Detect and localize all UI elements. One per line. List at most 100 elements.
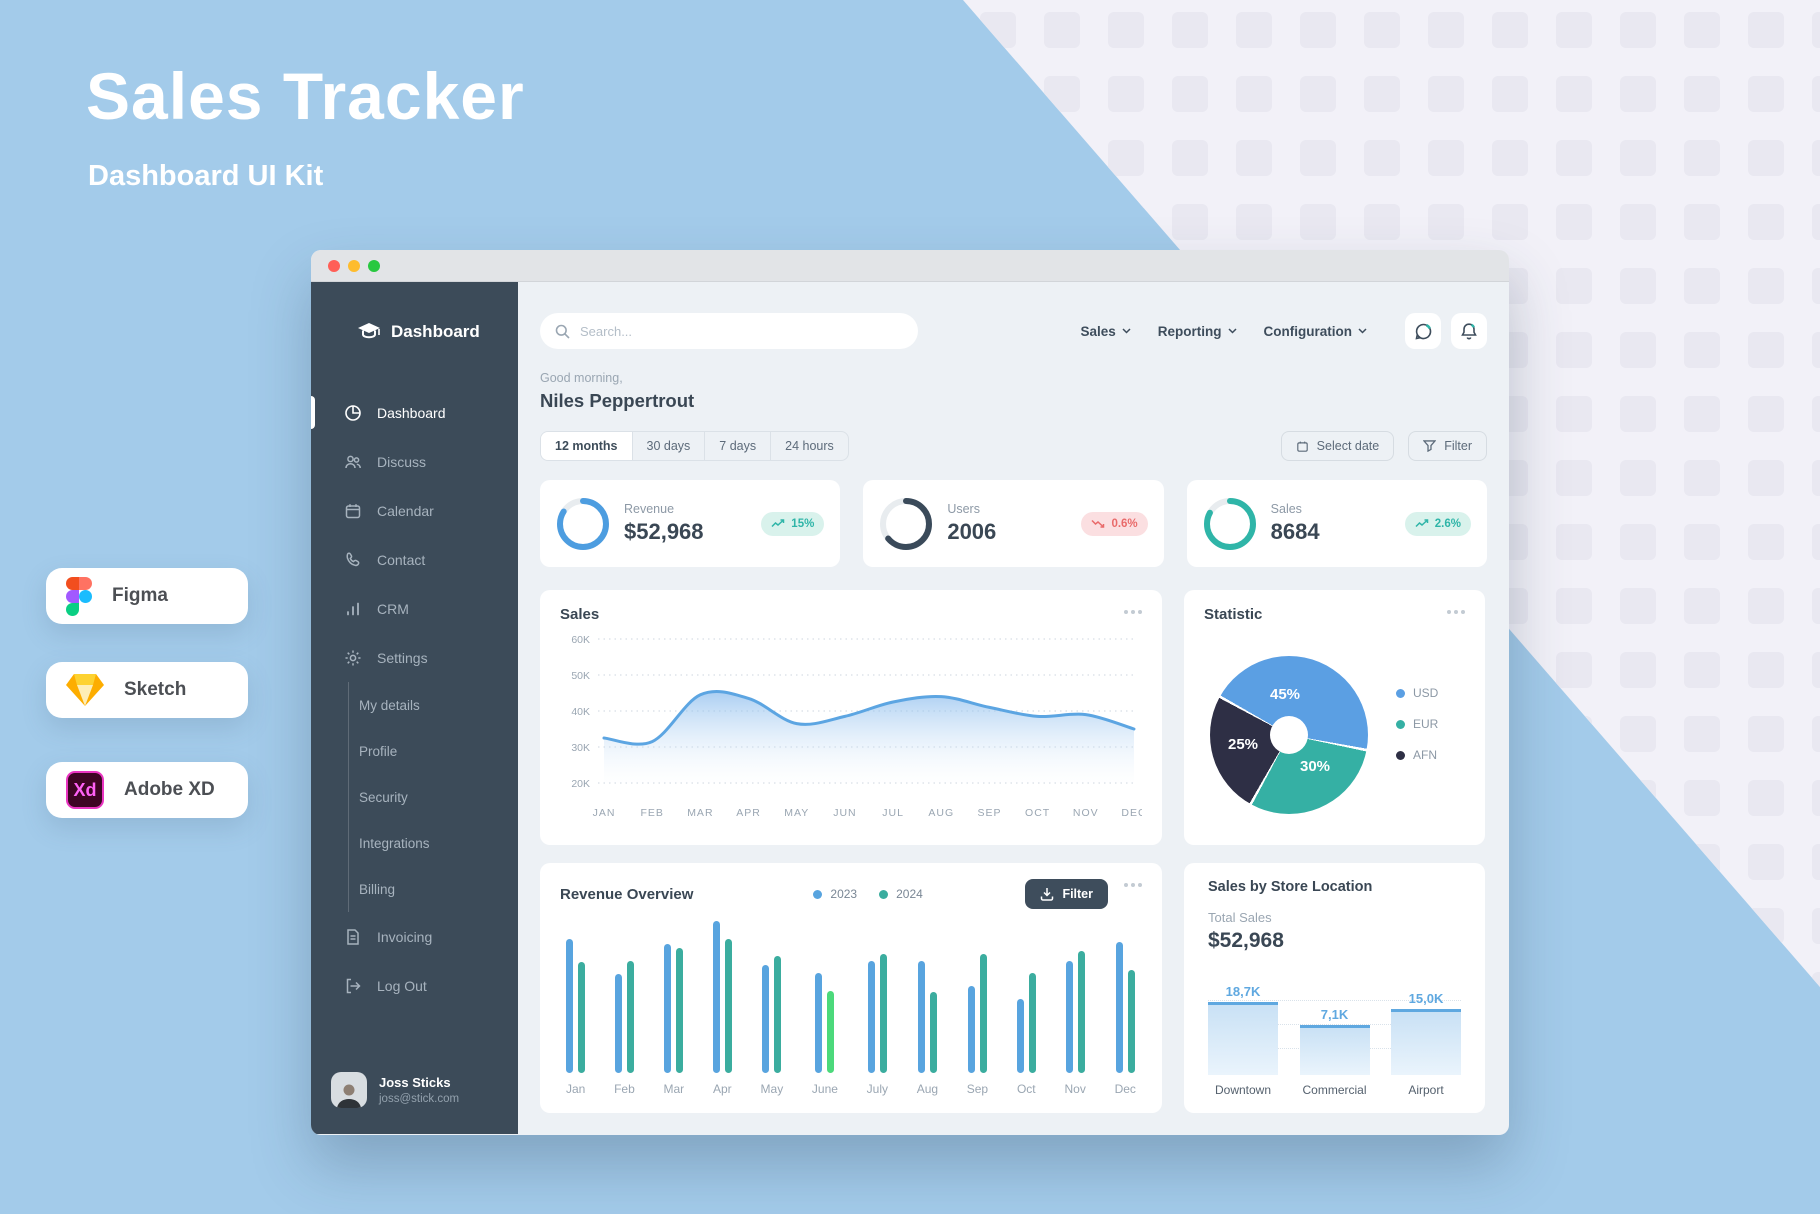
revenue-bar[interactable]: [815, 972, 823, 1073]
store-bar[interactable]: [1208, 1001, 1278, 1075]
chevron-down-icon: [1358, 328, 1367, 334]
kpi-label: Revenue: [624, 502, 675, 516]
avatar: [331, 1072, 367, 1108]
sidebar-subitem-integrations[interactable]: Integrations: [349, 820, 518, 866]
sidebar-item-logout[interactable]: Log Out: [311, 961, 518, 1010]
trend-up-icon: [771, 519, 785, 528]
svg-text:JUL: JUL: [882, 807, 904, 819]
revenue-filter-button[interactable]: Filter: [1025, 879, 1108, 909]
revenue-bar[interactable]: [917, 960, 925, 1073]
close-window-button[interactable]: [328, 259, 340, 272]
tab-7-days[interactable]: 7 days: [704, 432, 770, 460]
revenue-bar[interactable]: [967, 986, 975, 1073]
revenue-bar[interactable]: [1077, 951, 1085, 1073]
store-bar-chart: 18,7K 7,1K 15,0K: [1208, 967, 1461, 1075]
revenue-bar[interactable]: [979, 954, 987, 1073]
store-category-label: Downtown: [1214, 1083, 1272, 1097]
app-window: Dashboard Dashboard Discuss: [311, 250, 1509, 1135]
promo-title: Sales Tracker: [86, 59, 525, 133]
sketch-logo-icon: [66, 674, 104, 706]
sidebar-item-settings[interactable]: Settings: [311, 633, 518, 682]
sidebar-item-discuss[interactable]: Discuss: [311, 437, 518, 486]
revenue-bar[interactable]: [712, 921, 720, 1073]
revenue-bar[interactable]: [578, 962, 586, 1073]
card-menu-button[interactable]: [1124, 883, 1142, 887]
pie-slice-label: 45%: [1270, 686, 1301, 703]
main-content: Sales Reporting Configuration: [518, 282, 1509, 1134]
sidebar-user[interactable]: Joss Sticks joss@stick.com: [331, 1072, 459, 1108]
user-name: Joss Sticks: [379, 1075, 451, 1090]
sidebar-item-contact[interactable]: Contact: [311, 535, 518, 584]
filter-button[interactable]: Filter: [1408, 431, 1487, 461]
legend-label: EUR: [1413, 717, 1439, 731]
notifications-button[interactable]: [1451, 313, 1487, 349]
revenue-bar[interactable]: [1028, 972, 1036, 1073]
tab-30-days[interactable]: 30 days: [631, 432, 705, 460]
sidebar-item-label: Contact: [377, 551, 426, 568]
svg-text:MAY: MAY: [784, 807, 809, 819]
legend-label: 2024: [896, 887, 923, 901]
search-input[interactable]: [580, 323, 880, 339]
sidebar-subitem-my-details[interactable]: My details: [349, 682, 518, 728]
tab-12-months[interactable]: 12 months: [541, 432, 632, 460]
nav-label: Configuration: [1263, 323, 1352, 339]
calendar-icon: [345, 503, 361, 518]
revenue-bar[interactable]: [1115, 942, 1123, 1073]
kpi-delta: 0.6%: [1111, 517, 1138, 530]
sidebar-subitem-profile[interactable]: Profile: [349, 728, 518, 774]
revenue-bar[interactable]: [1065, 960, 1073, 1073]
messages-button[interactable]: [1405, 313, 1441, 349]
store-category-label: Airport: [1408, 1083, 1444, 1097]
nav-reporting[interactable]: Reporting: [1158, 324, 1237, 339]
promo-subtitle: Dashboard UI Kit: [88, 160, 324, 192]
card-menu-button[interactable]: [1124, 610, 1142, 614]
sidebar-item-label: Calendar: [377, 502, 434, 519]
store-bar[interactable]: [1299, 1024, 1370, 1075]
tab-24-hours[interactable]: 24 hours: [770, 432, 848, 460]
select-date-button[interactable]: Select date: [1280, 431, 1395, 461]
month-label: June: [811, 1082, 838, 1096]
revenue-month-group: Aug: [917, 921, 938, 1096]
store-bar[interactable]: [1391, 1009, 1461, 1075]
month-label: Oct: [1016, 1082, 1036, 1096]
sidebar-subitem-security[interactable]: Security: [349, 774, 518, 820]
nav-sales[interactable]: Sales: [1080, 324, 1131, 339]
bar-chart-icon: [347, 602, 359, 615]
card-menu-button[interactable]: [1447, 610, 1465, 614]
revenue-bar[interactable]: [566, 939, 574, 1073]
kpi-card-users: Users 2006 0.6%: [863, 480, 1164, 567]
revenue-bar[interactable]: [724, 939, 732, 1073]
revenue-bar[interactable]: [762, 965, 770, 1073]
legend-dot: [1396, 719, 1405, 729]
minimize-window-button[interactable]: [348, 259, 360, 272]
revenue-bar[interactable]: [827, 990, 835, 1073]
revenue-month-group: June: [812, 921, 838, 1096]
month-label: May: [760, 1082, 784, 1096]
revenue-bar[interactable]: [879, 954, 887, 1073]
revenue-bar[interactable]: [664, 943, 672, 1073]
sidebar-item-invoicing[interactable]: Invoicing: [311, 912, 518, 961]
sidebar-subitem-billing[interactable]: Billing: [349, 866, 518, 912]
adobe-xd-logo-icon: Xd: [66, 771, 104, 809]
svg-text:40K: 40K: [571, 706, 590, 718]
revenue-bar[interactable]: [676, 948, 684, 1073]
store-category-label: Commercial: [1302, 1083, 1367, 1097]
sidebar-item-calendar[interactable]: Calendar: [311, 486, 518, 535]
sidebar-item-dashboard[interactable]: Dashboard: [311, 388, 518, 437]
revenue-bar[interactable]: [929, 992, 937, 1073]
revenue-bar[interactable]: [867, 960, 875, 1073]
store-location-card: Sales by Store Location Total Sales $52,…: [1184, 863, 1485, 1113]
nav-configuration[interactable]: Configuration: [1264, 324, 1367, 339]
revenue-bar[interactable]: [1127, 969, 1135, 1073]
sidebar-subitem-label: Integrations: [359, 835, 430, 851]
currency-pie-chart: [1210, 656, 1368, 814]
revenue-bar[interactable]: [626, 960, 634, 1073]
sidebar-item-crm[interactable]: CRM: [311, 584, 518, 633]
revenue-bar[interactable]: [774, 955, 782, 1073]
revenue-bar[interactable]: [1016, 998, 1024, 1073]
revenue-bar[interactable]: [614, 974, 622, 1073]
badge-label: Figma: [112, 585, 168, 606]
person-icon: [337, 1084, 361, 1108]
zoom-window-button[interactable]: [368, 259, 380, 272]
search-bar[interactable]: [540, 313, 918, 349]
